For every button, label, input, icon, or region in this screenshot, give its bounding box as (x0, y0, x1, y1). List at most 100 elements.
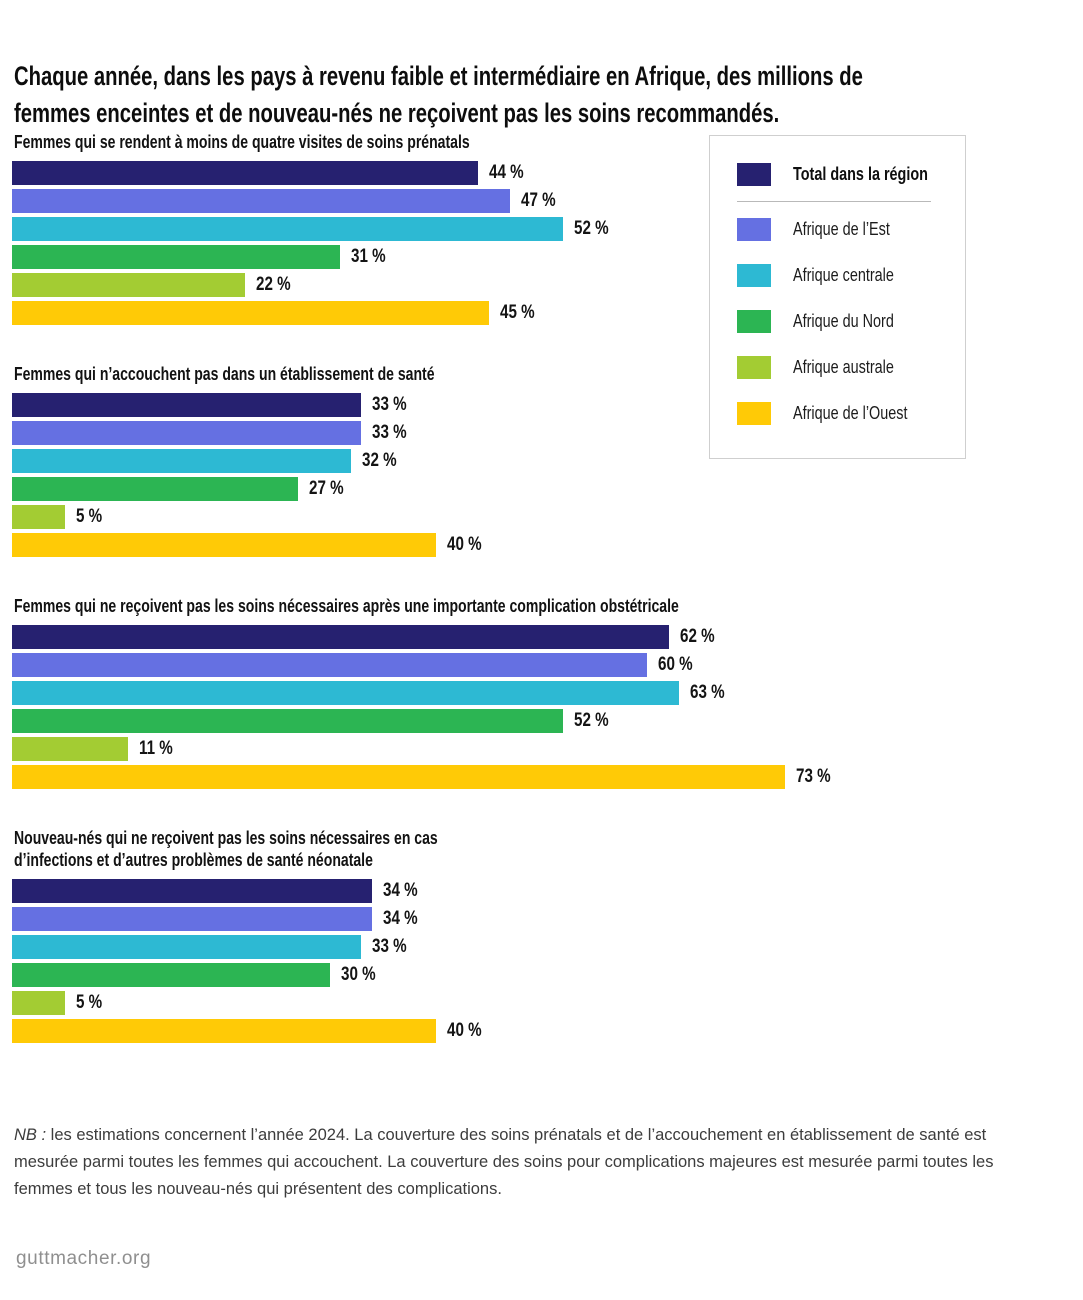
bar-Afrique de l’Est (12, 907, 373, 931)
bar-row: 34 % (12, 907, 1071, 931)
bar-row: 31 % (12, 245, 1071, 269)
bar-value-label: 27 % (308, 478, 344, 499)
legend-item-Afrique australe: Afrique australe (737, 356, 965, 379)
chart-group-4: Nouveau-nés qui ne reçoivent pas les soi… (12, 827, 1071, 1043)
bar-value-label: 40 % (446, 1020, 482, 1041)
bar-Total dans la région (12, 161, 478, 185)
legend-item-Afrique de l’Est: Afrique de l’Est (737, 218, 965, 241)
footnote: NB : les estimations concernent l’année … (14, 1122, 1002, 1203)
legend-swatch-icon (737, 163, 771, 186)
legend-label: Afrique de l’Est (793, 219, 890, 239)
bar-Afrique de l’Est (12, 421, 362, 445)
bar-row: 40 % (12, 1019, 1071, 1043)
bar-value-label: 44 % (488, 162, 524, 183)
bar-Afrique centrale (12, 449, 351, 473)
bar-value-label: 52 % (573, 218, 609, 239)
bar-Afrique du Nord (12, 477, 298, 501)
bar-value-label: 5 % (75, 992, 103, 1013)
bar-row: 45 % (12, 301, 1071, 325)
bar-Afrique de l’Est (12, 189, 510, 213)
bar-Afrique du Nord (12, 709, 563, 733)
bar-value-label: 33 % (372, 394, 408, 415)
footnote-body: les estimations concernent l’année 2024.… (14, 1126, 994, 1198)
bar-row: 60 % (12, 653, 1071, 677)
bar-Total dans la région (12, 879, 373, 903)
chart-group-title-line: Femmes qui ne reçoivent pas les soins né… (14, 596, 679, 616)
page-title: Chaque année, dans les pays à revenu fai… (14, 58, 1083, 132)
footnote-prefix: NB : (14, 1126, 47, 1144)
bar-row: 63 % (12, 681, 1071, 705)
bar-row: 33 % (12, 421, 1071, 445)
legend-swatch-icon (737, 218, 771, 241)
chart-group-title-line: Femmes qui n’accouchent pas dans un étab… (14, 364, 435, 384)
bar-row: 11 % (12, 737, 1071, 761)
chart-group-title: Femmes qui n’accouchent pas dans un étab… (14, 363, 1071, 385)
bar-row: 52 % (12, 709, 1071, 733)
bar-Total dans la région (12, 625, 669, 649)
legend-label: Afrique australe (793, 357, 894, 377)
bar-Afrique centrale (12, 935, 362, 959)
chart-group-title: Femmes qui se rendent à moins de quatre … (14, 131, 1071, 153)
legend-swatch-icon (737, 356, 771, 379)
chart-group-title-line: Nouveau-nés qui ne reçoivent pas les soi… (14, 828, 438, 848)
bar-value-label: 63 % (690, 682, 725, 703)
bar-Afrique de l’Est (12, 653, 648, 677)
bar-row: 47 % (12, 189, 1071, 213)
bar-value-label: 34 % (383, 908, 418, 929)
bar-row: 73 % (12, 765, 1071, 789)
legend-item-Afrique de l’Ouest: Afrique de l’Ouest (737, 402, 965, 425)
bar-row: 30 % (12, 963, 1071, 987)
bar-value-label: 31 % (351, 246, 386, 267)
legend-label: Total dans la région (793, 164, 928, 184)
bar-row: 62 % (12, 625, 1071, 649)
bar-Afrique du Nord (12, 245, 341, 269)
bar-Afrique de l’Ouest (12, 301, 489, 325)
bar-value-label: 45 % (499, 302, 535, 323)
legend-label: Afrique centrale (793, 265, 894, 285)
bar-value-label: 30 % (340, 964, 376, 985)
legend-swatch-icon (737, 310, 771, 333)
site-url-text: guttmacher.org (16, 1248, 152, 1269)
legend-swatch-icon (737, 402, 771, 425)
bar-row: 5 % (12, 505, 1071, 529)
bar-Afrique de l’Ouest (12, 533, 436, 557)
bar-value-label: 73 % (796, 766, 831, 787)
legend-item-Afrique centrale: Afrique centrale (737, 264, 965, 287)
chart-group-title: Nouveau-nés qui ne reçoivent pas les soi… (14, 827, 1071, 871)
bar-Afrique centrale (12, 681, 680, 705)
page-title-line-1: Chaque année, dans les pays à revenu fai… (14, 61, 863, 92)
legend-label: Afrique de l’Ouest (793, 403, 908, 423)
chart-group-2: Femmes qui n’accouchent pas dans un étab… (12, 363, 1071, 557)
bar-row: 44 % (12, 161, 1071, 185)
chart-group-title-line: Femmes qui se rendent à moins de quatre … (14, 132, 470, 152)
legend-divider (737, 201, 931, 202)
bar-row: 33 % (12, 935, 1071, 959)
chart-group-title: Femmes qui ne reçoivent pas les soins né… (14, 595, 1071, 617)
chart-group-1: Femmes qui se rendent à moins de quatre … (12, 131, 1071, 325)
bar-row: 27 % (12, 477, 1071, 501)
bar-row: 40 % (12, 533, 1071, 557)
bar-value-label: 11 % (139, 738, 174, 759)
bar-Afrique centrale (12, 217, 563, 241)
bar-Afrique australe (12, 505, 65, 529)
bar-Afrique australe (12, 737, 129, 761)
bar-chart-groups: Femmes qui se rendent à moins de quatre … (12, 131, 1071, 1081)
bar-value-label: 62 % (679, 626, 715, 647)
bar-row: 5 % (12, 991, 1071, 1015)
bar-Afrique de l’Ouest (12, 765, 786, 789)
bar-value-label: 33 % (372, 936, 408, 957)
bar-row: 32 % (12, 449, 1071, 473)
bar-row: 34 % (12, 879, 1071, 903)
legend-box: Total dans la région Afrique de l’Est Afri… (709, 135, 966, 459)
legend-item-Afrique du Nord: Afrique du Nord (737, 310, 965, 333)
bar-value-label: 47 % (520, 190, 556, 211)
bar-value-label: 60 % (658, 654, 694, 675)
bar-Afrique australe (12, 991, 65, 1015)
bar-value-label: 40 % (446, 534, 482, 555)
bar-Total dans la région (12, 393, 362, 417)
page-title-line-2: femmes enceintes et de nouveau-nés ne re… (14, 98, 780, 129)
bar-row: 33 % (12, 393, 1071, 417)
footer: guttmacher.org (16, 1248, 151, 1270)
chart-group-title-line: d’infections et d’autres problèmes de sa… (14, 850, 373, 870)
bar-value-label: 52 % (573, 710, 609, 731)
